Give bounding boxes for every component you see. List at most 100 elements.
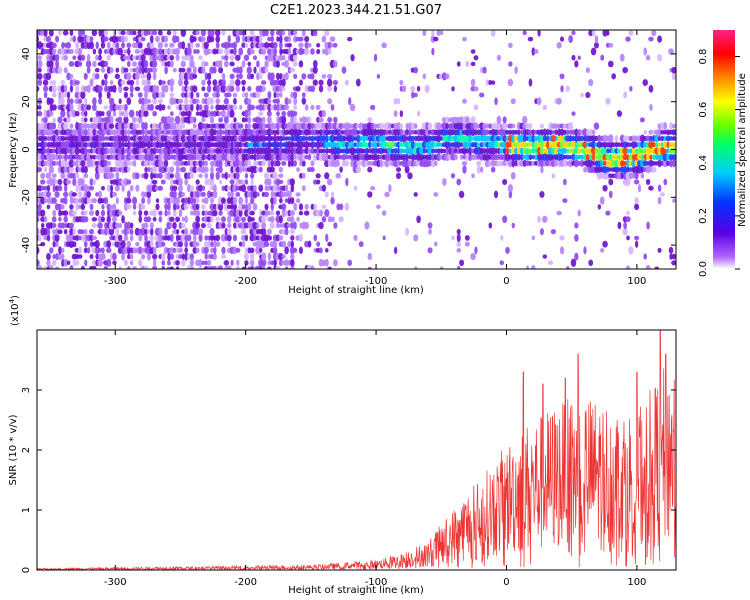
heatmap-cell — [298, 203, 304, 211]
heatmap-cell — [568, 154, 573, 160]
heatmap-cell — [193, 116, 197, 123]
heatmap-cell — [212, 209, 218, 217]
heatmap-cell — [152, 110, 158, 117]
heatmap-cell — [144, 129, 148, 136]
heatmap-cell — [121, 252, 126, 261]
heatmap-cell — [307, 147, 312, 154]
heatmap-cell — [91, 217, 98, 222]
heatmap-cell — [591, 141, 596, 149]
heatmap-cell — [648, 36, 654, 42]
heatmap-cell — [326, 78, 333, 87]
heatmap-cell — [537, 30, 541, 37]
heatmap-cell — [649, 135, 653, 142]
heatmap-y-axis-label: Frequency (Hz) — [8, 112, 19, 188]
heatmap-cell — [181, 123, 185, 129]
heatmap-cell — [367, 266, 372, 269]
heatmap-cell — [657, 123, 662, 129]
heatmap-cell — [146, 140, 152, 149]
heatmap-cell — [83, 247, 88, 254]
heatmap-cell — [206, 222, 212, 229]
heatmap-cell — [410, 85, 416, 92]
heatmap-cell — [436, 122, 442, 130]
heatmap-cell — [48, 165, 55, 174]
heatmap-cell — [465, 60, 470, 68]
heatmap-cell — [172, 122, 178, 130]
heatmap-cell — [189, 185, 195, 191]
heatmap-cell — [40, 179, 46, 185]
heatmap-cell — [62, 191, 69, 198]
heatmap-cell — [465, 128, 470, 137]
heatmap-cell — [230, 259, 234, 266]
heatmap-cell — [247, 98, 252, 105]
heatmap-cell — [104, 136, 108, 141]
heatmap-cell — [249, 247, 255, 254]
heatmap-cell — [178, 222, 183, 229]
heatmap-cell — [75, 85, 80, 93]
heatmap-cell — [61, 41, 65, 49]
heatmap-cell — [112, 260, 117, 266]
heatmap-cell — [458, 190, 465, 199]
heatmap-cell — [169, 92, 175, 98]
heatmap-cell — [166, 171, 172, 180]
heatmap-cell — [281, 240, 287, 248]
heatmap-cell — [270, 136, 275, 141]
heatmap-cell — [51, 173, 57, 179]
heatmap-cell — [533, 48, 539, 55]
heatmap-cell — [278, 179, 284, 185]
heatmap-cell — [238, 147, 243, 154]
heatmap-cell — [640, 154, 645, 161]
heatmap-cell — [313, 141, 318, 148]
heatmap-cell — [511, 134, 516, 143]
heatmap-cell — [249, 185, 255, 192]
heatmap-cell — [144, 166, 148, 173]
heatmap-cell — [109, 47, 114, 56]
heatmap-cell — [84, 98, 88, 105]
heatmap-cell — [244, 204, 249, 210]
heatmap-cell — [560, 135, 564, 142]
heatmap-cell — [218, 265, 223, 269]
heatmap-cell — [459, 142, 464, 148]
heatmap-cell — [514, 66, 518, 75]
heatmap-cell — [442, 178, 447, 186]
heatmap-cell — [52, 48, 57, 55]
heatmap-cell — [123, 227, 129, 236]
heatmap-cell — [258, 184, 264, 192]
heatmap-cell — [258, 35, 263, 44]
heatmap-cell — [279, 141, 283, 148]
heatmap-cell — [404, 165, 410, 174]
heatmap-cell — [614, 135, 619, 142]
heatmap-cell — [192, 246, 198, 254]
heatmap-cell — [668, 246, 674, 254]
heatmap-x-axis-label: Height of straight line (km) — [288, 285, 424, 296]
heatmap-cell — [634, 203, 640, 211]
heatmap-cell — [151, 60, 158, 68]
heatmap-cell — [121, 122, 125, 130]
heatmap-cell — [413, 66, 419, 74]
heatmap-cell — [390, 141, 396, 149]
heatmap-cell — [184, 141, 189, 149]
heatmap-cell — [520, 141, 524, 149]
heatmap-cell — [662, 159, 669, 168]
heatmap-cell — [255, 91, 261, 99]
heatmap-cell — [278, 147, 284, 155]
heatmap-cell — [283, 36, 290, 42]
heatmap-cell — [83, 196, 88, 205]
heatmap-cell — [239, 104, 243, 110]
heatmap-cell — [157, 234, 163, 242]
heatmap-cell — [209, 35, 215, 43]
heatmap-cell — [37, 227, 40, 236]
heatmap-cell — [221, 185, 226, 191]
heatmap-cell — [221, 129, 226, 135]
heatmap-cell — [293, 221, 297, 230]
heatmap-cell — [671, 136, 676, 141]
heatmap-cell — [58, 246, 62, 255]
heatmap-cell — [181, 67, 186, 73]
heatmap-cell — [97, 258, 103, 267]
heatmap-cell — [37, 79, 42, 86]
heatmap-cell — [373, 147, 378, 155]
heatmap-cell — [94, 115, 100, 124]
heatmap-cell — [269, 166, 275, 173]
heatmap-cell — [585, 153, 591, 161]
